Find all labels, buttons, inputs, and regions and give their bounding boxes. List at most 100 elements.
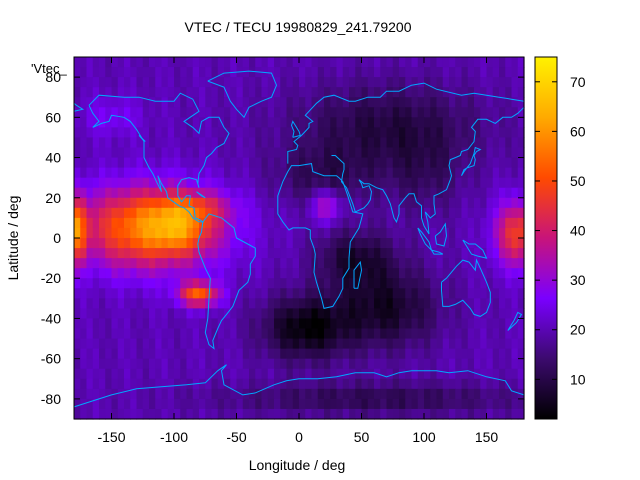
heatmap-cell xyxy=(255,408,263,420)
heatmap-cell xyxy=(317,278,325,289)
heatmap-cell xyxy=(349,248,356,259)
heatmap-cell xyxy=(205,187,213,199)
heatmap-cell xyxy=(80,338,88,350)
heatmap-cell xyxy=(449,408,456,420)
heatmap-cell xyxy=(349,308,356,320)
heatmap-cell xyxy=(130,278,138,289)
heatmap-cell xyxy=(230,328,238,340)
heatmap-cell xyxy=(405,338,413,350)
heatmap-cell xyxy=(486,278,494,289)
heatmap-cell xyxy=(155,388,163,400)
heatmap-cell xyxy=(386,398,394,410)
heatmap-cell xyxy=(330,238,338,249)
heatmap-cell xyxy=(249,248,256,259)
heatmap-cell xyxy=(474,398,481,410)
heatmap-cell xyxy=(174,77,181,88)
heatmap-cell xyxy=(399,328,406,340)
heatmap-cell xyxy=(317,117,325,128)
heatmap-cell xyxy=(511,398,519,410)
heatmap-cell xyxy=(192,388,200,400)
heatmap-cell xyxy=(80,268,88,279)
heatmap-cell xyxy=(86,258,94,269)
heatmap-cell xyxy=(155,328,163,340)
heatmap-cell xyxy=(161,227,169,239)
heatmap-cell xyxy=(124,398,131,410)
heatmap-cell xyxy=(442,107,450,118)
heatmap-cell xyxy=(142,388,150,400)
heatmap-cell xyxy=(461,107,469,118)
heatmap-cell xyxy=(280,298,288,309)
heatmap-cell xyxy=(392,87,400,98)
heatmap-cell xyxy=(380,87,388,98)
heatmap-cell xyxy=(249,288,256,299)
heatmap-cell xyxy=(149,408,156,420)
heatmap-cell xyxy=(242,167,250,179)
heatmap-cell xyxy=(174,358,181,370)
heatmap-cell xyxy=(117,238,125,249)
heatmap-cell xyxy=(92,398,100,410)
heatmap-cell xyxy=(417,298,425,309)
heatmap-cell xyxy=(480,87,488,98)
heatmap-cell xyxy=(449,358,456,370)
heatmap-cell xyxy=(286,137,294,149)
heatmap-cell xyxy=(330,248,338,259)
heatmap-cell xyxy=(261,328,269,340)
heatmap-cell xyxy=(217,227,225,239)
heatmap-cell xyxy=(92,248,100,259)
heatmap-cell xyxy=(380,398,388,410)
heatmap-cell xyxy=(492,197,500,209)
heatmap-cell xyxy=(430,298,438,309)
heatmap-cell xyxy=(117,197,125,209)
heatmap-cell xyxy=(349,398,356,410)
heatmap-cell xyxy=(399,238,406,249)
heatmap-cell xyxy=(455,197,463,209)
heatmap-cell xyxy=(180,227,188,239)
heatmap-cell xyxy=(311,298,319,309)
heatmap-cell xyxy=(192,157,200,169)
heatmap-cell xyxy=(117,258,125,269)
heatmap-cell xyxy=(467,57,475,68)
heatmap-cell xyxy=(355,147,363,159)
heatmap-cell xyxy=(124,217,131,229)
heatmap-cell xyxy=(174,248,181,259)
heatmap-cell xyxy=(130,358,138,370)
heatmap-cell xyxy=(386,107,394,118)
heatmap-cell xyxy=(249,388,256,400)
heatmap-cell xyxy=(305,238,313,249)
heatmap-cell xyxy=(342,97,350,108)
heatmap-cell xyxy=(217,328,225,340)
heatmap-cell xyxy=(249,137,256,149)
heatmap-cell xyxy=(117,227,125,239)
heatmap-cell xyxy=(155,117,163,128)
heatmap-cell xyxy=(355,87,363,98)
heatmap-cell xyxy=(330,408,338,420)
heatmap-cell xyxy=(380,358,388,370)
heatmap-cell xyxy=(124,97,131,108)
heatmap-cell xyxy=(74,127,81,139)
heatmap-cell xyxy=(111,157,119,169)
heatmap-cell xyxy=(392,127,400,139)
heatmap-cell xyxy=(180,77,188,88)
heatmap-cell xyxy=(124,278,131,289)
heatmap-cell xyxy=(405,408,413,420)
heatmap-cell xyxy=(361,147,369,159)
heatmap-cell xyxy=(355,197,363,209)
heatmap-cell xyxy=(80,77,88,88)
heatmap-cell xyxy=(436,57,444,68)
y-axis-label: Latitude / deg xyxy=(5,196,21,281)
heatmap-cell xyxy=(411,117,419,128)
heatmap-cell xyxy=(367,137,375,149)
heatmap-cell xyxy=(280,378,288,390)
heatmap-cell xyxy=(292,157,300,169)
heatmap-cell xyxy=(405,288,413,299)
heatmap-cell xyxy=(186,97,194,108)
heatmap-cell xyxy=(361,157,369,169)
heatmap-cell xyxy=(442,248,450,259)
heatmap-cell xyxy=(374,177,381,189)
heatmap-cell xyxy=(511,378,519,390)
heatmap-cell xyxy=(392,197,400,209)
heatmap-cell xyxy=(80,97,88,108)
heatmap-cell xyxy=(330,187,338,199)
heatmap-cell xyxy=(280,147,288,159)
heatmap-cell xyxy=(299,57,306,68)
